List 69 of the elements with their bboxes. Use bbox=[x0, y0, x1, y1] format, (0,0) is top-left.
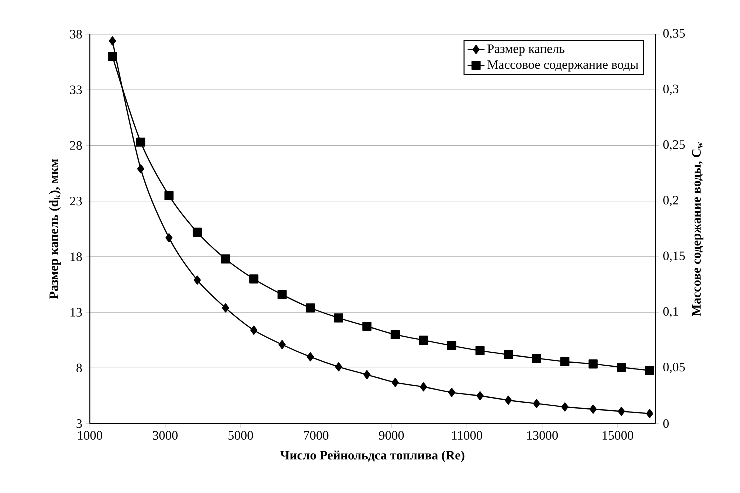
point bbox=[137, 164, 145, 174]
legend-label: Массовое содержание воды bbox=[488, 60, 639, 72]
point bbox=[250, 274, 259, 284]
point bbox=[447, 342, 457, 351]
point bbox=[108, 52, 118, 62]
point bbox=[278, 340, 286, 350]
point bbox=[420, 382, 428, 392]
point bbox=[334, 314, 344, 323]
x-tick-label: 13000 bbox=[528, 431, 558, 440]
point bbox=[362, 322, 372, 332]
y2-tick-label: 0,2 bbox=[664, 196, 678, 207]
point bbox=[476, 346, 485, 356]
point bbox=[166, 234, 173, 243]
point bbox=[307, 352, 314, 362]
y-tick-label: 38 bbox=[70, 30, 82, 39]
point bbox=[278, 290, 287, 300]
point bbox=[646, 409, 654, 419]
y-tick-label: 33 bbox=[70, 86, 82, 95]
point bbox=[192, 228, 202, 238]
point bbox=[588, 360, 598, 369]
legend-label: Размер капель bbox=[488, 44, 565, 56]
point bbox=[617, 363, 626, 372]
point bbox=[448, 388, 456, 398]
point bbox=[164, 191, 174, 200]
y-tick-label: 8 bbox=[76, 364, 82, 373]
y-tick-label: 13 bbox=[70, 308, 82, 318]
point bbox=[390, 330, 400, 340]
point bbox=[364, 370, 371, 380]
y-tick-label: 18 bbox=[70, 252, 82, 262]
x-tick-label: 1000 bbox=[78, 431, 102, 440]
y2-tick-label: 0,3 bbox=[664, 84, 679, 96]
point bbox=[590, 404, 597, 414]
point bbox=[504, 396, 512, 406]
y2-tick-label: 0 bbox=[664, 420, 669, 428]
point bbox=[504, 350, 514, 360]
y2-axis-title: Массове содержание воды, C$_{w}$ bbox=[692, 142, 704, 317]
point bbox=[136, 138, 146, 148]
y-tick-label: 23 bbox=[70, 197, 82, 206]
x-axis-title: Число Рейнольдса топлива (Re) bbox=[280, 450, 465, 463]
x-tick-label: 3000 bbox=[153, 431, 178, 440]
point bbox=[533, 399, 540, 409]
point bbox=[476, 392, 484, 401]
y-tick-label: 3 bbox=[76, 420, 82, 428]
point bbox=[562, 402, 569, 412]
x-tick-label: 15000 bbox=[602, 431, 634, 440]
y-tick-label: 28 bbox=[70, 142, 82, 150]
point bbox=[221, 254, 230, 264]
point bbox=[109, 36, 116, 46]
point bbox=[194, 276, 202, 286]
point bbox=[645, 366, 654, 376]
y2-tick-label: 0,15 bbox=[664, 252, 686, 262]
y2-tick-label: 0,1 bbox=[664, 307, 678, 318]
y2-tick-label: 0,05 bbox=[664, 363, 686, 374]
x-tick-label: 11000 bbox=[452, 431, 482, 440]
x-tick-label: 9000 bbox=[379, 431, 404, 440]
point bbox=[222, 304, 230, 313]
point bbox=[306, 304, 316, 313]
y-axis-title: Размер капель (d$_{k}$), мкм bbox=[49, 159, 61, 300]
point bbox=[560, 357, 570, 367]
point bbox=[618, 407, 626, 416]
point bbox=[419, 336, 428, 346]
point bbox=[392, 378, 400, 388]
x-tick-label: 5000 bbox=[228, 431, 254, 440]
y2-tick-label: 0,25 bbox=[664, 140, 686, 152]
point bbox=[532, 354, 542, 364]
x-tick-label: 7000 bbox=[304, 431, 329, 440]
point bbox=[335, 362, 342, 372]
point bbox=[250, 326, 258, 336]
y2-tick-label: 0,35 bbox=[664, 29, 686, 40]
